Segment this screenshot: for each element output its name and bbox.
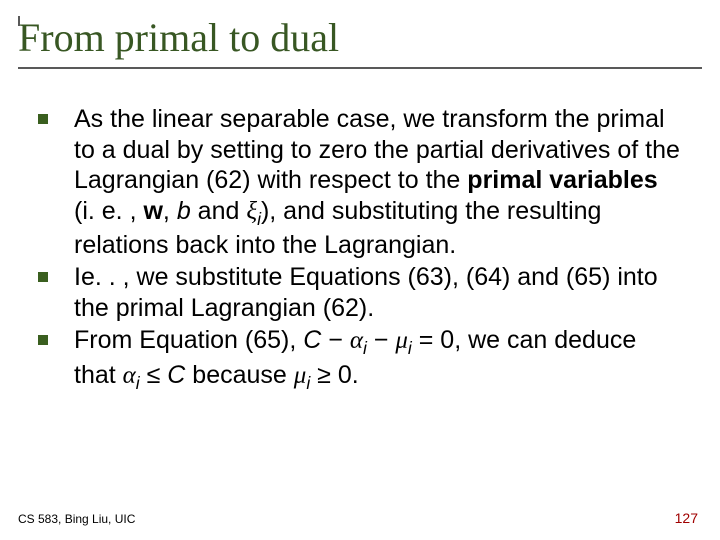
var-b: b	[177, 197, 191, 225]
bullet-marker	[38, 272, 48, 282]
text: 0.	[338, 361, 359, 389]
bullet-2: Ie. . , we substitute Equations (63), (6…	[38, 262, 680, 323]
text: and	[191, 197, 247, 225]
footer-course: CS 583, Bing Liu, UIC	[18, 512, 135, 526]
bullet-marker	[38, 335, 48, 345]
text: ,	[163, 197, 177, 225]
op-minus: −	[367, 326, 396, 354]
slide-title: From primal to dual	[18, 14, 702, 61]
text: Ie. . , we substitute Equations (63), (6…	[74, 263, 658, 322]
bullet-1: As the linear separable case, we transfo…	[38, 104, 680, 260]
var-C: C	[167, 361, 185, 389]
text: because	[185, 361, 293, 389]
var-mu: μ	[294, 362, 307, 389]
page-number: 127	[675, 510, 698, 526]
slide: From primal to dual As the linear separa…	[0, 0, 720, 540]
var-w: w	[143, 197, 162, 225]
text: (i. e. ,	[74, 197, 143, 225]
title-block: From primal to dual	[18, 14, 702, 69]
var-C: C	[303, 326, 321, 354]
title-rule	[18, 67, 702, 69]
op-minus: −	[321, 326, 350, 354]
bullet-marker	[38, 114, 48, 124]
op-le: ≤	[140, 361, 168, 389]
var-alpha: α	[123, 362, 136, 389]
text: From Equation (65),	[74, 326, 303, 354]
bullet-list: As the linear separable case, we transfo…	[38, 104, 680, 394]
bullet-3: From Equation (65), C − αi − μi = 0, we …	[38, 325, 680, 394]
var-alpha: α	[350, 327, 363, 354]
var-mu: μ	[395, 327, 408, 354]
text-bold: primal variables	[467, 166, 657, 194]
title-tick	[18, 16, 20, 26]
var-xi: ξ	[246, 198, 257, 225]
op-ge: ≥	[310, 361, 338, 389]
body: As the linear separable case, we transfo…	[38, 104, 680, 396]
